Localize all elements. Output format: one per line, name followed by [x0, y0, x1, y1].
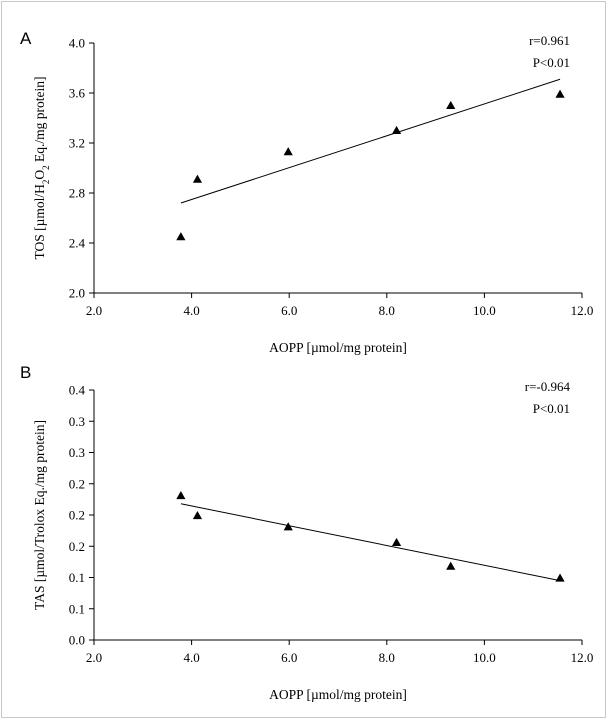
panel-a-data-point [283, 147, 293, 156]
panel-b-data-point [283, 522, 293, 531]
panel-b-data-point [176, 491, 186, 500]
panel-a-ylabel-sub-2: 2 [41, 165, 51, 170]
panel-b-fit [180, 503, 561, 582]
panel-b-stat-p: P<0.01 [533, 401, 570, 416]
panel-a-y-tick-label: 2.8 [69, 186, 85, 201]
panel-b-x-ticks: 2.0 4.0 6.0 8.0 10.0 12.0 [86, 640, 594, 665]
panel-a: A 2.0 4.0 6.0 8.0 10.0 12.0 2.0 2.4 2.8 3.2 3.6 4.… [20, 29, 593, 355]
panel-a-x-tick-label: 2.0 [86, 303, 102, 318]
panel-a-x-tick-label: 6.0 [281, 303, 297, 318]
panel-b-x-tick-label: 10.0 [473, 650, 496, 665]
panel-a-y-tick-label: 3.2 [69, 136, 85, 151]
panel-a-letter: A [20, 29, 32, 48]
panel-b-y-tick-label: 0.1 [69, 601, 85, 616]
panel-a-x-tick-label: 10.0 [473, 303, 496, 318]
panel-a-y-ticks: 2.0 2.4 2.8 3.2 3.6 4.0 [69, 36, 94, 301]
panel-b-xlabel: AOPP [µmol/mg protein] [269, 687, 407, 702]
panel-b-x-tick-label: 8.0 [379, 650, 395, 665]
panel-b-data-point [555, 573, 565, 582]
panel-a-stat-p: P<0.01 [533, 55, 570, 70]
panel-a-trendline [180, 78, 561, 204]
panel-b-stat-r: r=-0.964 [525, 379, 571, 394]
panel-b-data-point [192, 511, 203, 520]
panel-a-y-tick-label: 2.0 [69, 286, 85, 301]
panel-a-data-point [555, 89, 565, 98]
panel-b-markers [176, 491, 565, 582]
panel-b: B 2.0 4.0 6.0 8.0 10.0 12.0 0.00.10.10.20.20.… [20, 363, 593, 702]
panel-a-xlabel: AOPP [µmol/mg protein] [269, 340, 407, 355]
panel-b-y-tick-label: 0.3 [69, 445, 85, 460]
panel-b-y-tick-label: 0.4 [69, 383, 86, 398]
panel-b-x-tick-label: 4.0 [183, 650, 199, 665]
panel-a-ylabel: TOS [µmol/H2O2 Eq./mg protein] [32, 76, 51, 259]
panel-b-ylabel: TAS [µmol/Trolox Eq./mg protein] [32, 420, 47, 610]
panel-a-x-ticks: 2.0 4.0 6.0 8.0 10.0 12.0 [86, 293, 594, 318]
panel-a-data-point [446, 100, 456, 109]
panel-b-y-ticks: 0.0 0.1 0.1 0.2 0.2 0.2 0.3 0.3 0.4 [69, 383, 94, 648]
panel-a-y-tick-label: 4.0 [69, 36, 85, 51]
panel-a-y-tick-label: 2.4 [69, 236, 86, 251]
panel-b-y-tick-label: 0.2 [69, 476, 85, 491]
panel-a-x-tick-label: 12.0 [571, 303, 594, 318]
panel-a-ylabel-part-3: Eq./mg protein] [32, 76, 47, 165]
panel-a-fit [180, 78, 561, 204]
panel-b-data-point [391, 537, 402, 546]
panel-b-y-tick-label: 0.2 [69, 508, 85, 523]
panel-b-y-tick-label: 0.3 [69, 414, 85, 429]
panel-b-x-tick-label: 6.0 [281, 650, 297, 665]
panel-a-ylabel-sub-1: 2 [41, 180, 51, 185]
panel-a-y-tick-label: 3.6 [69, 86, 86, 101]
panel-b-data-point [446, 561, 456, 570]
panel-a-stat-r: r=0.961 [529, 33, 570, 48]
panel-b-y-tick-label: 0.0 [69, 633, 85, 648]
panel-a-ylabel-part-1: TOS [µmol/H [32, 184, 47, 260]
panel-b-trendline [180, 503, 561, 582]
panel-b-x-tick-label: 2.0 [86, 650, 102, 665]
panel-a-data-point [176, 232, 186, 241]
panel-a-x-tick-label: 8.0 [379, 303, 395, 318]
panel-a-x-tick-label: 4.0 [183, 303, 199, 318]
panel-b-x-tick-label: 12.0 [571, 650, 594, 665]
panel-b-y-tick-label: 0.2 [69, 539, 85, 554]
panel-a-data-point [192, 174, 203, 183]
panel-b-letter: B [20, 363, 31, 382]
panel-b-y-tick-label: 0.1 [69, 570, 85, 585]
panel-a-markers [176, 89, 565, 241]
panel-a-ylabel-part-2: O [32, 170, 47, 180]
